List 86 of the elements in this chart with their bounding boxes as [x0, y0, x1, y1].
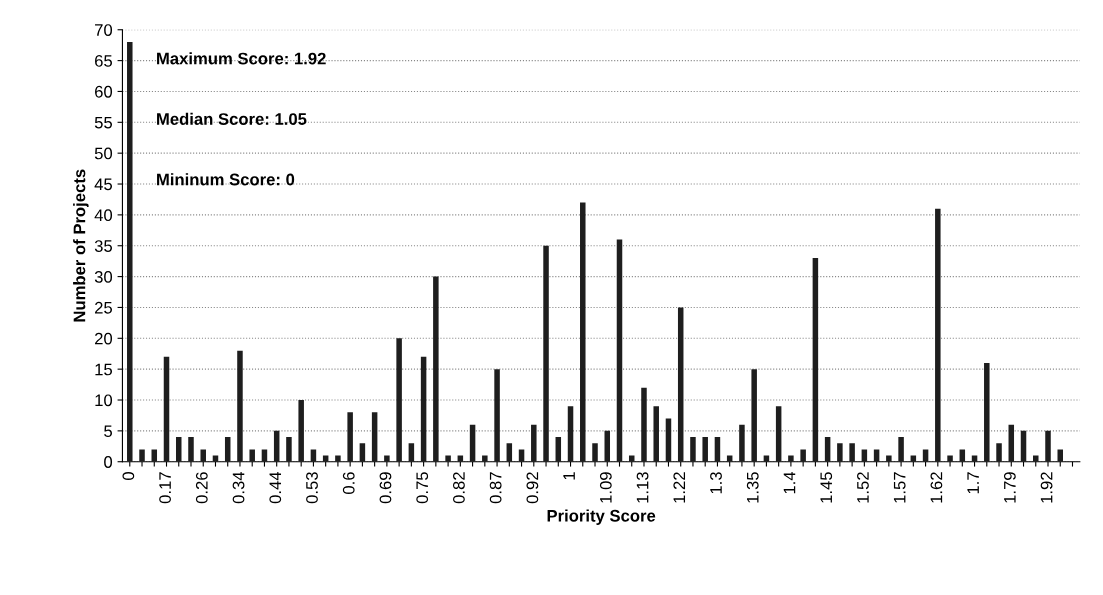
y-tick-label: 50 [94, 147, 113, 160]
x-tick-label: 0.69 [379, 472, 392, 504]
bar [494, 369, 500, 462]
bar [592, 443, 598, 462]
x-tick-label: 0.17 [159, 472, 171, 504]
bar [127, 42, 133, 462]
x-tick-label: 1.45 [820, 472, 833, 503]
y-tick-label: 60 [95, 85, 113, 98]
x-tick-label: 1.22 [673, 472, 686, 503]
y-tick-label: 20 [95, 332, 113, 345]
bar [139, 449, 145, 462]
y-tick-label: 5 [104, 425, 113, 438]
bar [200, 449, 206, 462]
bar [176, 437, 182, 462]
x-tick-label: 0.92 [526, 472, 539, 504]
x-tick-label: 0.34 [232, 471, 245, 504]
bar [898, 437, 904, 462]
x-tick-label: 0.53 [306, 472, 318, 504]
x-tick-label: 1.35 [746, 472, 759, 503]
bar [677, 307, 684, 462]
bar [984, 362, 990, 462]
bar [702, 437, 708, 462]
y-tick-label: 30 [94, 270, 113, 283]
y-tick-label: 70 [95, 24, 113, 36]
x-tick-label: 1.13 [636, 472, 649, 503]
x-tick-label: 0.26 [195, 472, 208, 504]
bar [690, 437, 696, 462]
bar [163, 356, 170, 462]
x-tick-label: 1.52 [857, 472, 869, 503]
bar [751, 369, 757, 462]
x-tick-label: 0.44 [269, 471, 282, 504]
bar [420, 356, 427, 462]
bar [739, 424, 745, 462]
bar [837, 443, 843, 462]
annotation: Mininum Score: 0 [157, 173, 295, 186]
bar [653, 406, 659, 462]
bar [347, 412, 353, 462]
y-tick-label: 45 [94, 178, 113, 191]
bar [188, 437, 194, 462]
bar [849, 443, 855, 462]
bar [641, 387, 647, 462]
x-axis-title: Priority Score [547, 509, 656, 525]
bar [371, 412, 378, 462]
bar [996, 443, 1002, 462]
y-tick-label: 25 [95, 301, 113, 314]
bar [531, 424, 537, 462]
x-tick-label: 1.3 [710, 472, 722, 494]
y-tick-label: 15 [95, 363, 113, 376]
x-tick-label: 1.79 [1003, 472, 1016, 503]
bar [237, 350, 243, 462]
y-tick-label: 10 [95, 394, 113, 407]
x-tick-label: 1.4 [783, 471, 796, 494]
x-tick-label: 0 [122, 472, 135, 481]
bar [935, 208, 941, 462]
y-tick-label: 0 [104, 456, 113, 468]
bar [812, 258, 819, 462]
bar [286, 437, 292, 462]
x-tick-label: 1.92 [1040, 472, 1053, 503]
y-tick-label: 55 [94, 116, 113, 129]
x-tick-label: 1.09 [599, 472, 612, 503]
annotation: Maximum Score: 1.92 [157, 52, 326, 65]
bar [616, 239, 623, 462]
bar [775, 406, 782, 462]
bar [580, 202, 586, 462]
x-tick-label: 1 [563, 472, 575, 480]
y-tick-label: 40 [94, 209, 113, 222]
x-tick-label: 0.82 [453, 472, 465, 504]
y-axis-title: Number of Projects [73, 169, 89, 322]
bar [1045, 430, 1051, 462]
y-tick-label: 35 [94, 240, 113, 252]
bar [298, 400, 304, 462]
annotation: Median Score: 1.05 [157, 112, 307, 125]
bar [249, 449, 255, 462]
bar [800, 449, 806, 462]
bar [433, 276, 439, 462]
x-tick-label: 0.6 [342, 472, 355, 494]
bar [1057, 449, 1063, 462]
x-tick-label: 1.62 [930, 472, 943, 503]
bar [567, 406, 574, 462]
bar [396, 338, 402, 462]
x-tick-label: 0.75 [416, 472, 429, 504]
x-tick-label: 1.7 [967, 472, 979, 494]
x-tick-label: 0.87 [489, 472, 502, 504]
x-tick-label: 1.57 [893, 472, 906, 503]
bar [543, 245, 549, 462]
y-tick-label: 65 [95, 55, 113, 67]
